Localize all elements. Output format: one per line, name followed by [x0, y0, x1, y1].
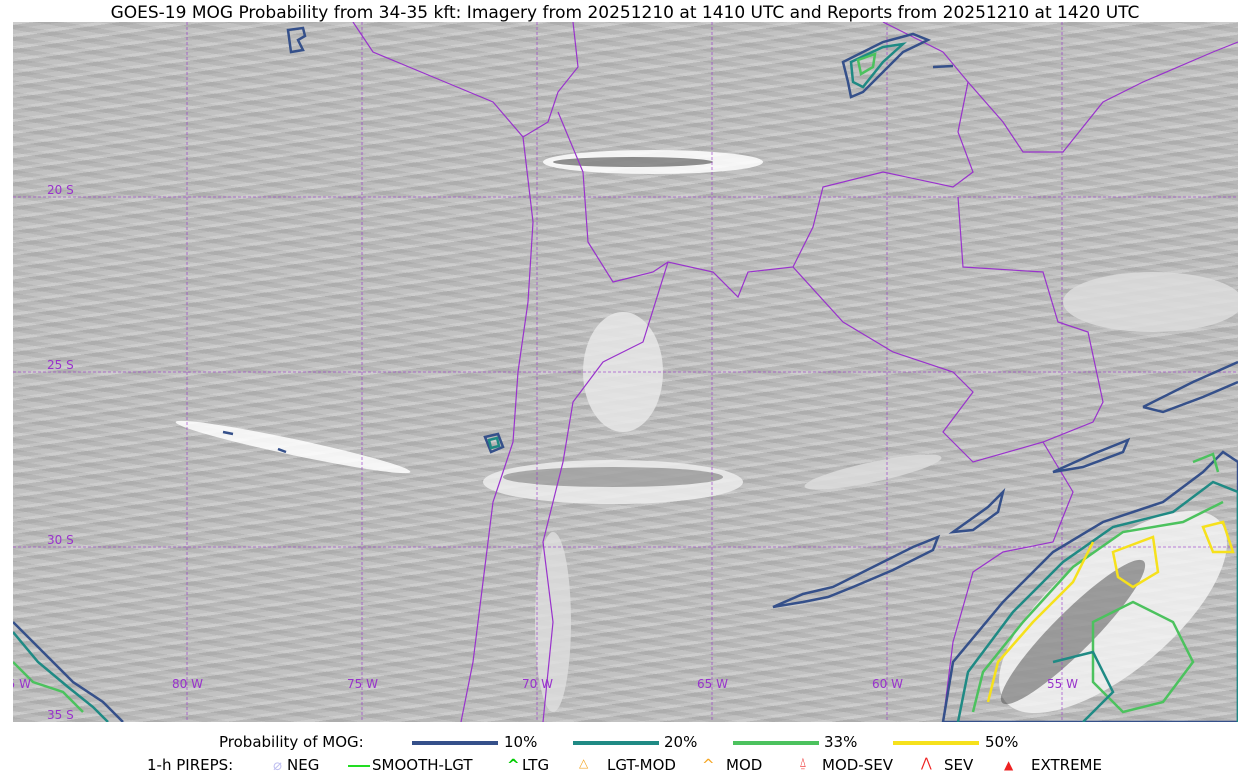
legend-label-33: 33%: [824, 733, 858, 751]
lon-label: 80 W: [172, 677, 203, 691]
legend-label-20: 20%: [664, 733, 698, 751]
extreme-filled-triangle-icon: ▲: [1004, 758, 1014, 772]
chart-title: GOES-19 MOG Probability from 34-35 kft: …: [110, 3, 1140, 23]
legend-swatch-50: [893, 741, 979, 745]
pirep-label-sev: SEV: [944, 756, 974, 774]
legend-swatch-20: [573, 741, 659, 745]
satellite-map: 20 S 25 S 30 S 35 S 85 W 80 W 75 W 70 W …: [13, 22, 1238, 722]
probability-legend-label: Probability of MOG:: [219, 733, 364, 751]
legend-label-10: 10%: [504, 733, 538, 751]
legend-label-50: 50%: [985, 733, 1019, 751]
lat-label: 25 S: [47, 358, 74, 372]
pirep-label-extreme: EXTREME: [1031, 756, 1102, 774]
ltg-caret-icon: ^: [507, 756, 520, 774]
lat-label: 35 S: [47, 708, 74, 722]
lgt-mod-caret-bar-icon: △: [579, 756, 589, 770]
mod-sev-icon: ⍙: [799, 756, 807, 771]
neg-icon: ⌀: [273, 756, 283, 774]
lon-label: 65 W: [697, 677, 728, 691]
country-borders: [352, 22, 1238, 722]
pirep-label-mod-sev: MOD-SEV: [822, 756, 893, 774]
pireps-legend-label: 1-h PIREPS:: [147, 756, 234, 774]
cloud-bands: [175, 150, 1238, 714]
lon-label: 70 W: [522, 677, 553, 691]
sev-icon: ⋀: [921, 756, 932, 771]
legend-swatch-33: [733, 741, 819, 745]
legend-swatch-10: [412, 741, 498, 745]
graticule: [13, 22, 1238, 722]
lon-label: 60 W: [872, 677, 903, 691]
smooth-lgt-line-icon: [348, 765, 370, 767]
pirep-label-lgt-mod: LGT-MOD: [607, 756, 676, 774]
lat-label: 20 S: [47, 183, 74, 197]
lat-label: 30 S: [47, 533, 74, 547]
mog-contours: [13, 26, 1238, 722]
mod-caret-icon: ^: [702, 756, 715, 774]
lon-label: 55 W: [1047, 677, 1078, 691]
pirep-label-neg: NEG: [287, 756, 320, 774]
pirep-label-mod: MOD: [726, 756, 763, 774]
map-overlay: [13, 22, 1238, 722]
lon-label: 75 W: [347, 677, 378, 691]
pirep-label-ltg: LTG: [522, 756, 550, 774]
lon-label: 85 W: [13, 677, 31, 691]
pirep-label-smooth-lgt: SMOOTH-LGT: [372, 756, 473, 774]
